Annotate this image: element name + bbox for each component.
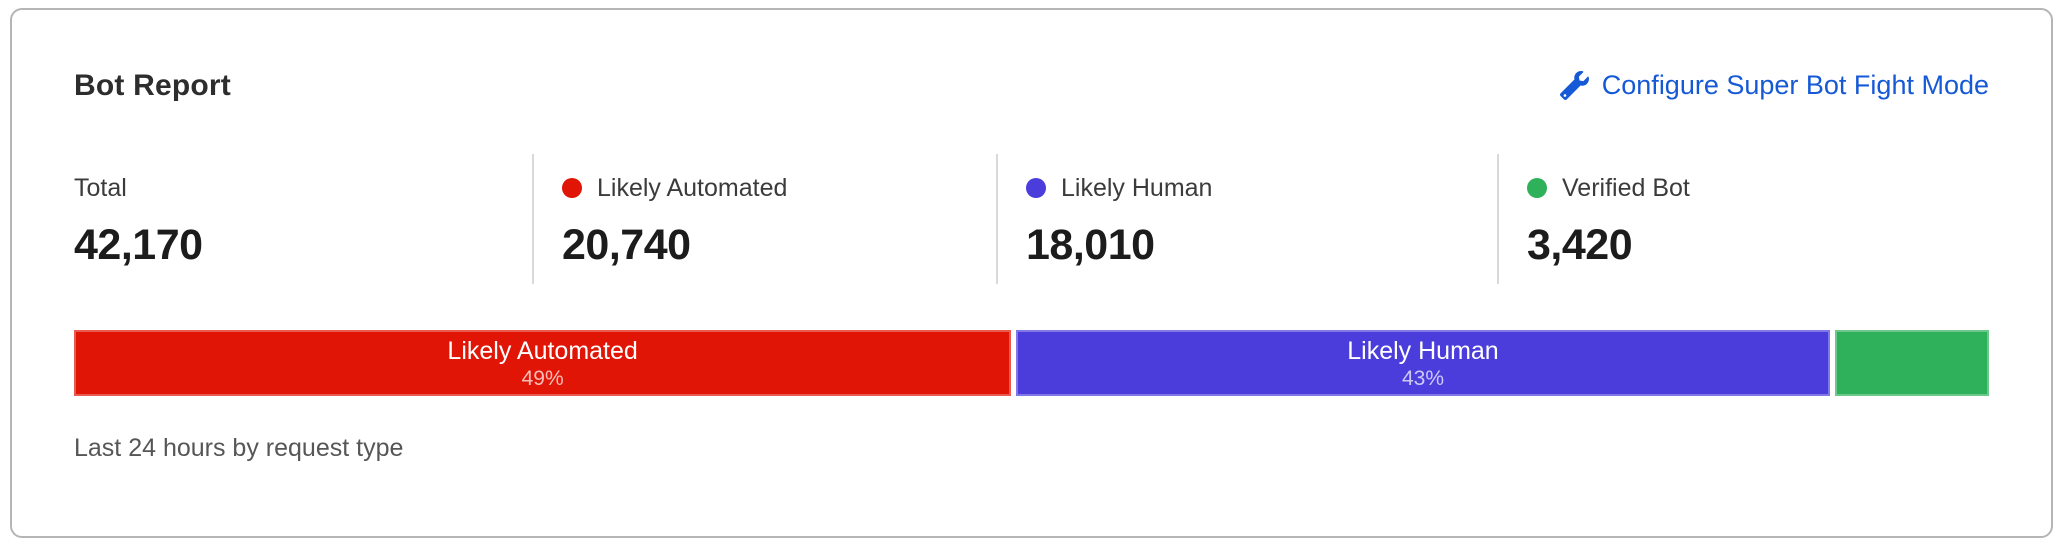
card-header: Bot Report Configure Super Bot Fight Mod…	[74, 68, 1989, 104]
bar-segment-likely-human-percent: 43%	[1401, 366, 1444, 390]
stat-likely-human: Likely Human 18,010	[996, 154, 1497, 284]
configure-super-bot-fight-mode-link[interactable]: Configure Super Bot Fight Mode	[1559, 69, 1989, 101]
bar-segment-likely-automated-label: Likely Automated	[447, 336, 638, 365]
stat-verified-bot-label-row: Verified Bot	[1527, 170, 1987, 206]
stat-likely-automated-label: Likely Automated	[597, 173, 788, 202]
stat-verified-bot: Verified Bot 3,420	[1497, 154, 1987, 284]
likely-human-dot-icon	[1026, 178, 1046, 198]
bar-segment-likely-human[interactable]: Likely Human 43%	[1016, 330, 1830, 396]
bar-segment-likely-human-label: Likely Human	[1347, 336, 1499, 365]
bar-segment-likely-automated[interactable]: Likely Automated 49%	[74, 330, 1012, 396]
bot-report-card: Bot Report Configure Super Bot Fight Mod…	[10, 8, 2053, 538]
bar-segment-likely-automated-percent: 49%	[521, 366, 564, 390]
chart-caption: Last 24 hours by request type	[74, 434, 404, 462]
stat-total-value: 42,170	[74, 221, 203, 269]
stat-likely-human-value: 18,010	[1026, 221, 1155, 269]
wrench-icon	[1559, 70, 1589, 100]
stat-total-label: Total	[74, 173, 127, 202]
stat-verified-bot-label: Verified Bot	[1562, 173, 1690, 202]
stat-verified-bot-value: 3,420	[1527, 221, 1633, 269]
stat-total: Total 42,170	[74, 154, 532, 284]
configure-link-label: Configure Super Bot Fight Mode	[1601, 70, 1989, 100]
bar-segment-verified-bot[interactable]	[1834, 330, 1990, 396]
stat-likely-automated-label-row: Likely Automated	[562, 170, 996, 206]
stat-likely-human-label: Likely Human	[1061, 173, 1213, 202]
stat-likely-automated: Likely Automated 20,740	[532, 154, 996, 284]
likely-automated-dot-icon	[562, 178, 582, 198]
verified-bot-dot-icon	[1527, 178, 1547, 198]
stats-row: Total 42,170 Likely Automated 20,740 Lik…	[74, 154, 1989, 284]
stat-total-label-row: Total	[74, 170, 532, 206]
stacked-bar-chart: Likely Automated 49% Likely Human 43%	[74, 330, 1990, 396]
page-title: Bot Report	[74, 69, 231, 102]
stat-likely-human-label-row: Likely Human	[1026, 170, 1497, 206]
stat-likely-automated-value: 20,740	[562, 221, 691, 269]
